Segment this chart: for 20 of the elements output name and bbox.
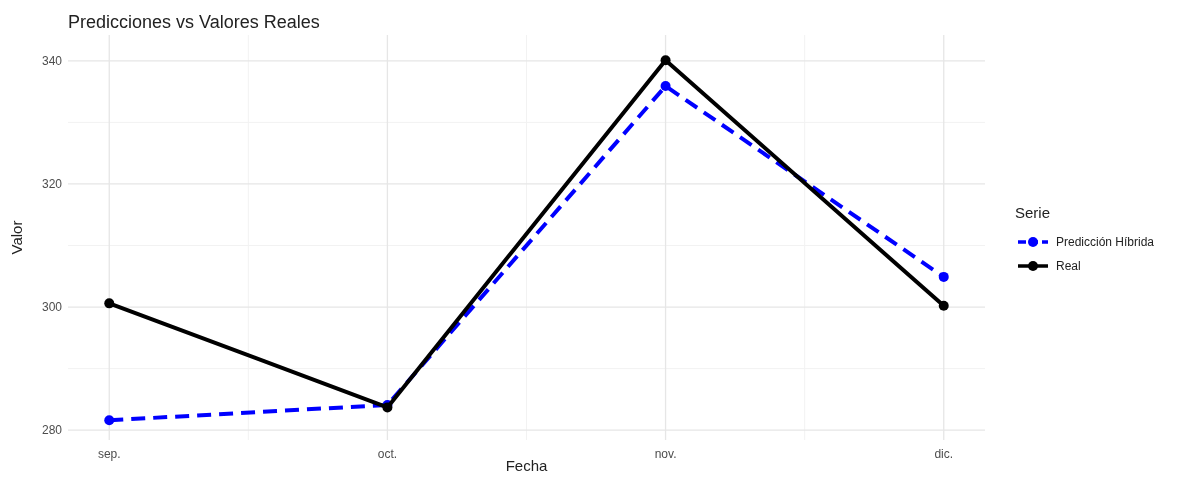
point <box>104 415 115 426</box>
y-tick-label: 300 <box>41 300 63 315</box>
chart-title: Predicciones vs Valores Reales <box>68 12 320 32</box>
legend-label: Predicción Híbrida <box>1056 235 1155 250</box>
y-tick-label: 340 <box>41 54 63 69</box>
y-tick-label: 320 <box>41 177 63 192</box>
point <box>938 300 949 311</box>
legend-label: Real <box>1056 259 1081 274</box>
x-tick-label: oct. <box>377 447 398 461</box>
y-axis-title: Valor <box>8 220 25 255</box>
point <box>660 81 671 92</box>
x-axis-title: Fecha <box>505 457 548 474</box>
legend-title: Serie <box>1015 204 1051 221</box>
x-tick-label: sep. <box>97 447 121 461</box>
point <box>938 271 949 282</box>
x-tick-label: nov. <box>654 447 677 461</box>
y-tick-label: 280 <box>41 423 63 438</box>
point <box>104 298 115 309</box>
point <box>660 55 671 66</box>
x-tick-label: dic. <box>934 447 954 461</box>
